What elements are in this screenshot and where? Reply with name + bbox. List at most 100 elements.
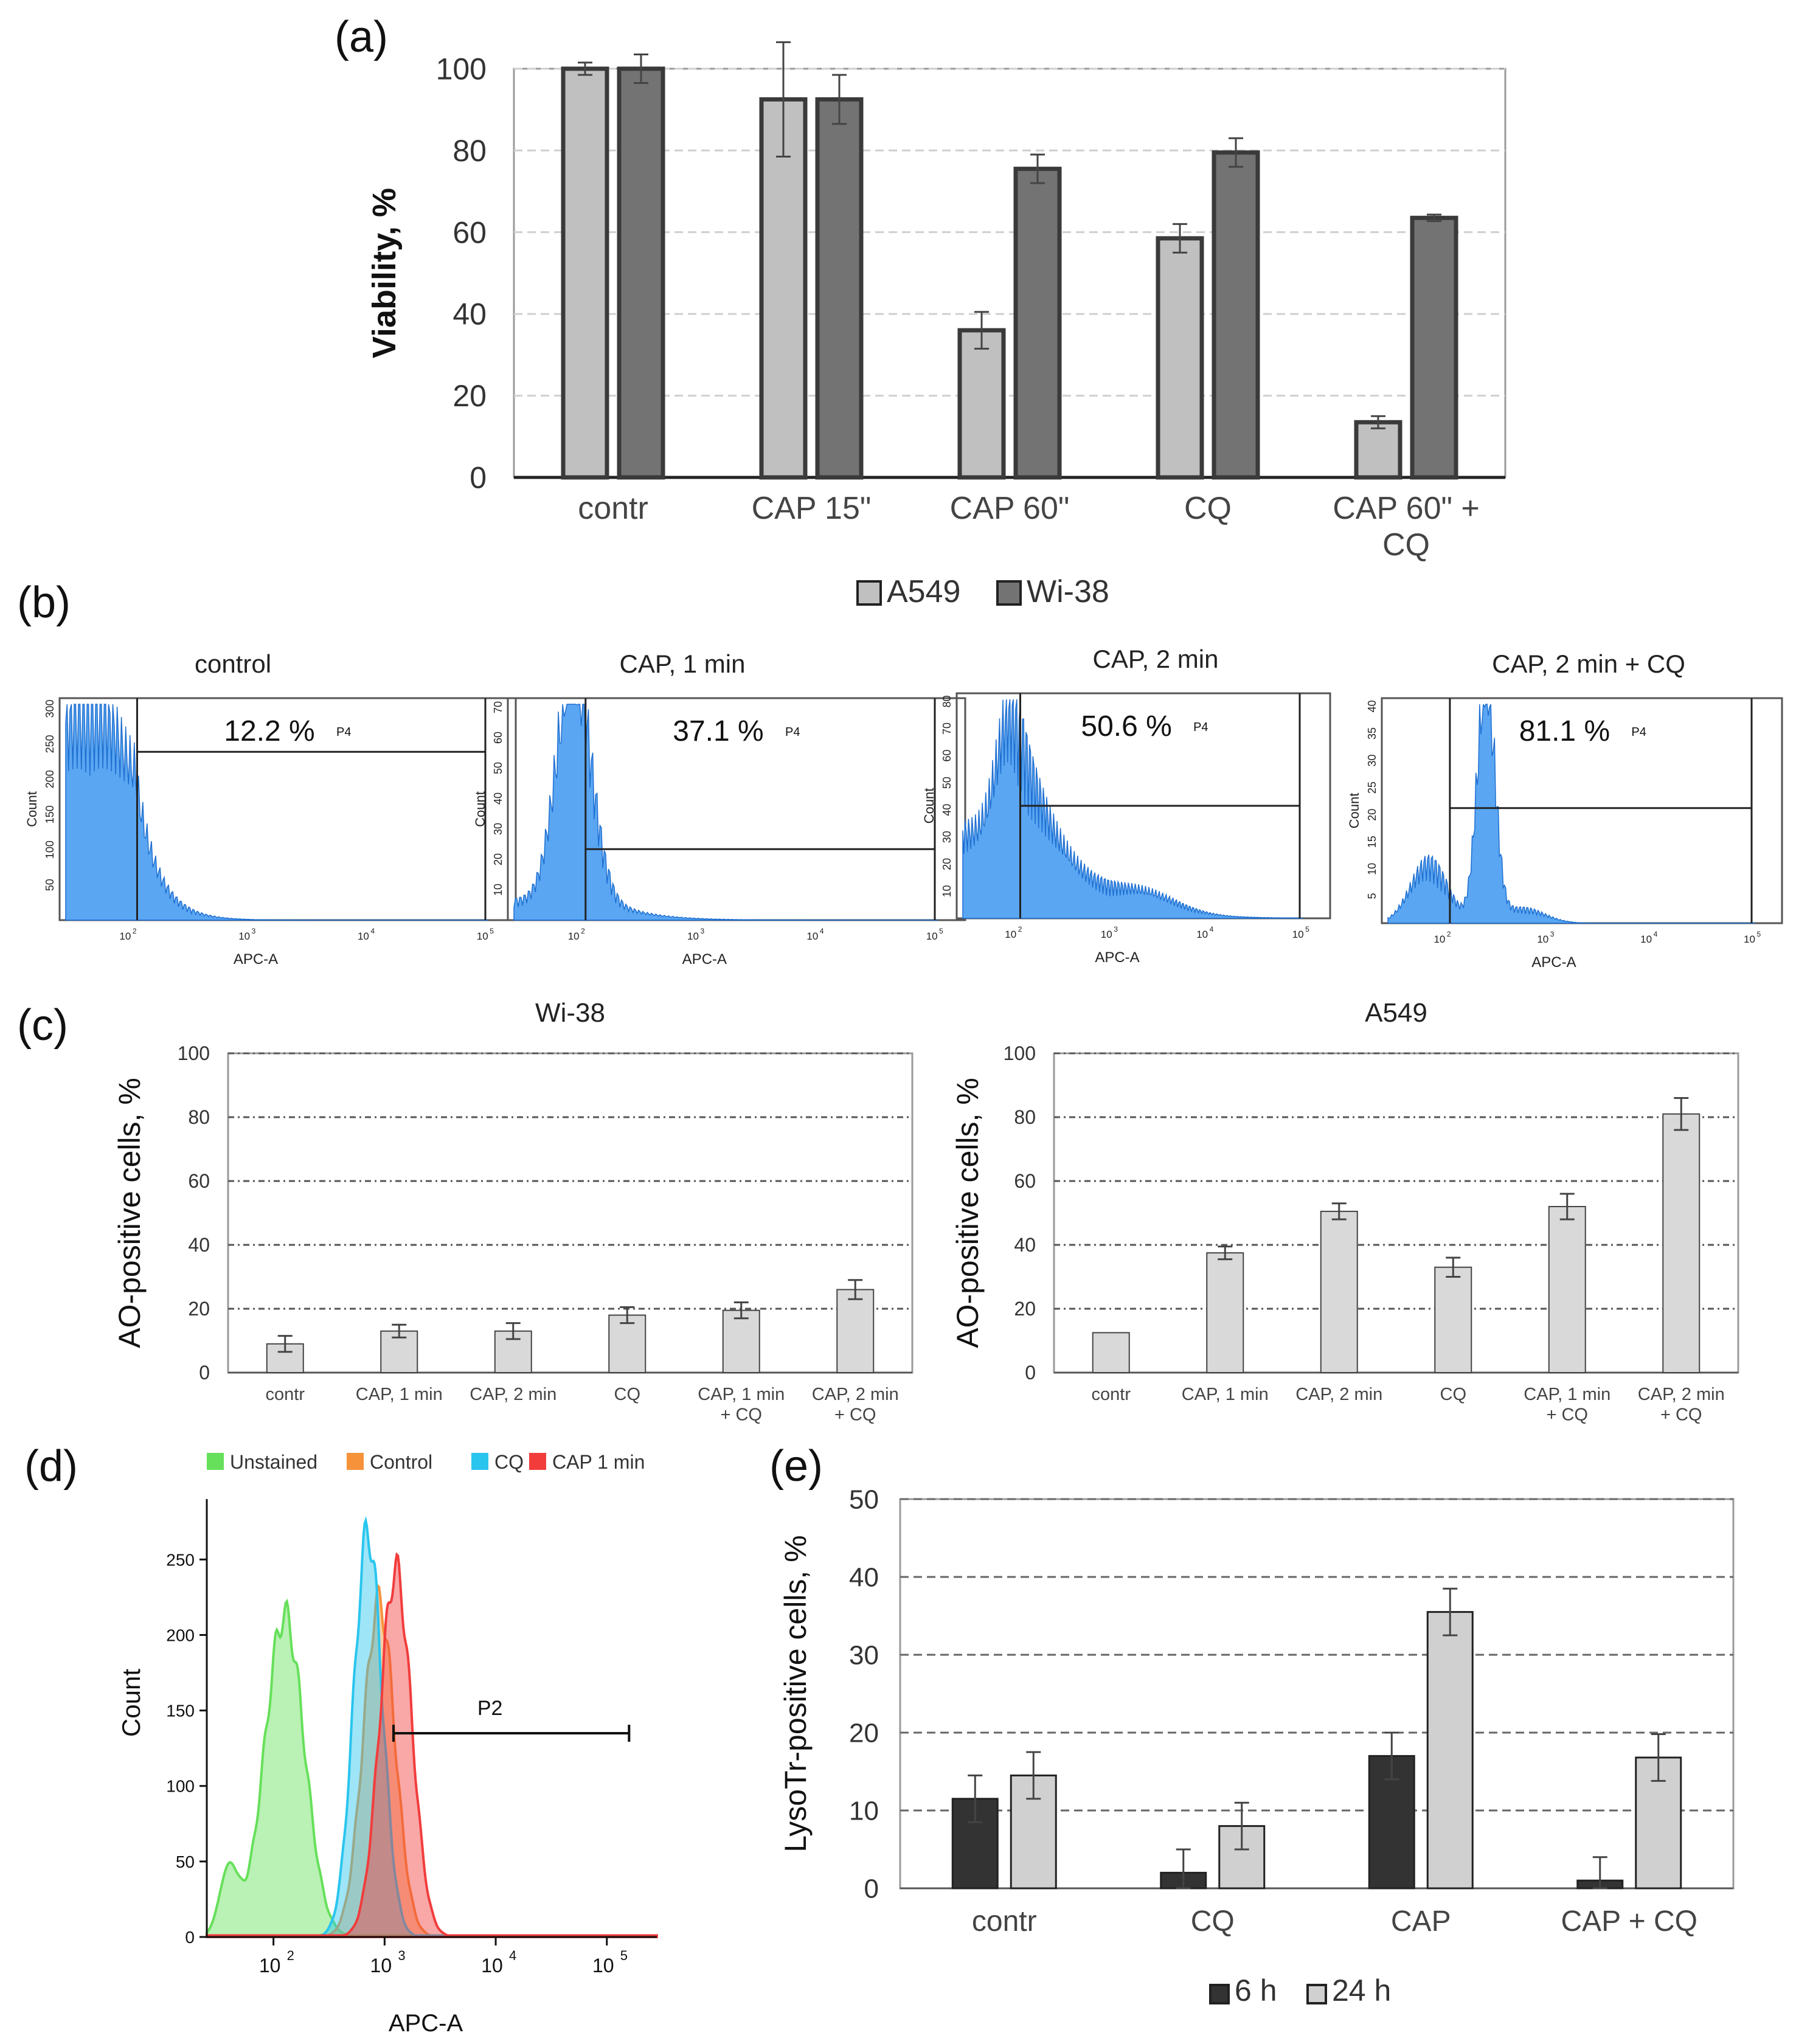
x-tick-label: CAP, 1 min: [698, 1385, 785, 1404]
y-tick-label: 20: [1366, 809, 1378, 821]
bar-a549: [561, 66, 609, 480]
y-tick-label: 15: [1366, 836, 1378, 848]
y-tick-label: 50: [176, 1852, 195, 1871]
y-tick-label: 200: [44, 770, 56, 788]
x-tick-label: 10: [1005, 929, 1016, 940]
gate-name: P4: [336, 726, 351, 739]
chart-e-lysotracker: 0 10 20 30 40 50 contr CQ CAP CAP + CQ LysoTr-posi…: [778, 1484, 1735, 2008]
y-tick-label: 40: [941, 804, 953, 816]
x-tick-label: CAP + CQ: [1561, 1905, 1697, 1938]
chart-c-a549: 0 20 40 60 80 100 contr CAP, 1 min CAP, 2 min CQ C…: [951, 998, 1739, 1424]
x-tick-label: 10: [806, 930, 818, 942]
chart-title: Wi-38: [535, 998, 605, 1028]
y-tick-label: 35: [1366, 727, 1378, 740]
x-tick-label: CAP, 2 min: [470, 1385, 556, 1404]
x-tick-label: 10: [687, 930, 699, 942]
y-tick-label: 0: [1025, 1362, 1036, 1384]
bar-wi-38: [1410, 215, 1458, 480]
legend-label: Control: [370, 1451, 432, 1473]
x-tick-label: CQ: [1184, 491, 1232, 526]
bar-wi-38: [1212, 150, 1260, 480]
x-tick-label: contr: [578, 491, 648, 526]
x-tick-label: 10: [1196, 929, 1208, 940]
x-tick-label: CAP: [1391, 1905, 1451, 1938]
x-tick-label: CAP 60" +: [1333, 491, 1480, 526]
x-tick-exponent: 3: [398, 1948, 405, 1963]
x-tick-exponent: 3: [1550, 930, 1555, 938]
x-axis-label: APC-A: [1095, 949, 1139, 966]
bar-wi-38: [1013, 167, 1062, 480]
x-tick-label: CQ: [614, 1385, 641, 1404]
x-tick-label: 10: [1537, 934, 1548, 945]
y-tick-label: 0: [470, 461, 487, 495]
chart-title: A549: [1365, 998, 1427, 1028]
y-tick-label: 200: [166, 1626, 195, 1644]
legend-swatch: [529, 1453, 546, 1470]
y-tick-label: 30: [1366, 755, 1378, 767]
gate-name: P4: [1193, 721, 1208, 734]
legend-swatch: [471, 1453, 488, 1470]
histogram-title: CAP, 2 min: [1093, 645, 1219, 673]
chart-d-overlay-histogram: 0 50 100 150 200 250 10 2 10 3 10 4 10 5 APC-A Count P2 U…: [117, 1451, 658, 2037]
panel-label-b: (b): [17, 578, 71, 627]
y-tick-label: 30: [941, 831, 953, 843]
gate-percent: 81.1 %: [1519, 715, 1610, 747]
y-axis-label: AO-positive cells, %: [113, 1078, 147, 1348]
y-tick-label: 40: [1014, 1234, 1036, 1256]
gate-percent: 50.6 %: [1081, 710, 1171, 743]
legend-label: CAP 1 min: [552, 1451, 645, 1473]
x-tick-exponent: 3: [252, 927, 256, 935]
panel-label-a: (a): [335, 13, 388, 61]
y-tick-label: 10: [492, 884, 504, 896]
x-tick-exponent: 4: [1654, 930, 1658, 938]
x-tick-label: CAP 60": [950, 491, 1070, 526]
x-tick-exponent: 5: [1305, 925, 1309, 934]
x-tick-exponent: 5: [939, 927, 943, 935]
histogram-title: CAP, 2 min + CQ: [1492, 650, 1685, 678]
x-tick-exponent: 2: [1018, 925, 1022, 934]
legend-swatch: [1209, 1984, 1230, 2004]
x-axis-label: APC-A: [1531, 954, 1576, 971]
legend-label: CQ: [494, 1451, 524, 1473]
legend-swatch: [207, 1453, 224, 1470]
histogram-area: [65, 704, 488, 921]
x-tick-label: 10: [1640, 934, 1652, 945]
y-tick-label: 20: [1014, 1298, 1036, 1320]
plot-frame: [1053, 1052, 1739, 1374]
y-axis-label: Count: [1347, 793, 1362, 829]
x-tick-label: 10: [1744, 934, 1755, 945]
legend-label: 24 h: [1332, 1973, 1391, 2008]
y-tick-label: 70: [492, 701, 504, 713]
histogram-area: [1387, 704, 1755, 924]
y-axis-label: AO-positive cells, %: [951, 1078, 985, 1348]
y-tick-label: 30: [492, 823, 504, 835]
x-tick-label: CQ: [1440, 1385, 1467, 1404]
x-tick-exponent: 4: [370, 927, 375, 935]
x-tick-label: 10: [481, 1955, 503, 1976]
x-tick-label: 10: [259, 1955, 281, 1976]
y-tick-label: 10: [941, 885, 953, 897]
x-tick-exponent: 4: [820, 927, 824, 935]
histogram-area: [962, 699, 1303, 919]
x-tick-label: 10: [119, 930, 131, 942]
y-tick-label: 0: [185, 1928, 195, 1947]
y-tick-label: 60: [188, 1170, 210, 1192]
y-tick-label: 20: [452, 379, 487, 413]
x-tick-label: CAP, 2 min: [1295, 1385, 1382, 1404]
histogram-cap-1-min: [206, 1552, 658, 1938]
x-tick-label: CQ: [1382, 527, 1430, 563]
y-tick-label: 20: [188, 1298, 210, 1320]
histogram-panel: CAP, 2 min 50.6 % P4 10 20 30 40 50 60 70 80 Count 1…: [921, 645, 1331, 966]
gate-name: P2: [477, 1697, 503, 1720]
legend-label: Unstained: [230, 1451, 317, 1473]
bar-wi-38: [722, 1309, 760, 1373]
y-tick-label: 60: [452, 215, 487, 249]
panel-label-d: (d): [24, 1442, 78, 1491]
bar-24-h: [1426, 1611, 1474, 1890]
gate-percent: 12.2 %: [224, 715, 314, 747]
x-tick-exponent: 4: [509, 1948, 516, 1963]
x-tick-exponent: 5: [490, 927, 494, 935]
y-tick-label: 50: [849, 1484, 879, 1514]
